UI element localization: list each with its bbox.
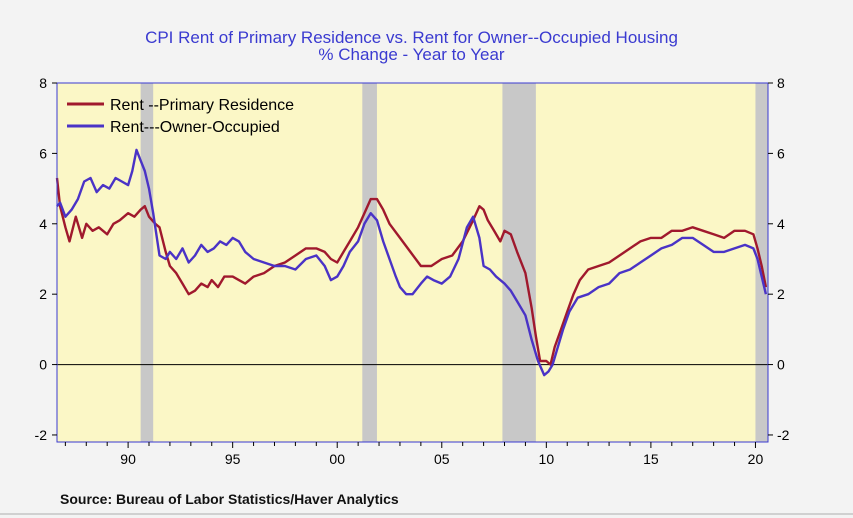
plot-border xyxy=(56,82,769,443)
x-tick-label: 00 xyxy=(329,451,345,467)
y-tick-label-right: 0 xyxy=(777,357,785,373)
plot-area xyxy=(57,83,768,442)
recession-band xyxy=(502,83,536,442)
y-tick-label-right: 8 xyxy=(777,75,785,91)
y-tick-label: 6 xyxy=(39,145,47,161)
y-tick-label: -2 xyxy=(35,427,48,443)
source-note: Source: Bureau of Labor Statistics/Haver… xyxy=(60,491,399,507)
series-line-1 xyxy=(55,177,768,366)
y-tick-label: 0 xyxy=(39,357,47,373)
chart-title: CPI Rent of Primary Residence vs. Rent f… xyxy=(145,28,678,47)
y-tick-label: 4 xyxy=(39,216,47,232)
series-layer xyxy=(55,148,768,377)
x-tick-label: 15 xyxy=(643,451,659,467)
x-tick-label: 95 xyxy=(225,451,241,467)
x-tick-label: 90 xyxy=(120,451,136,467)
axes: 8 86 64 42 20 0-2 -290 95 00 05 10 15 20 xyxy=(35,75,790,467)
legend: Rent --Primary Residence Rent---Owner-Occ… xyxy=(67,97,294,136)
y-tick-label: 8 xyxy=(39,75,47,91)
x-tick-label: 10 xyxy=(539,451,555,467)
x-tick-label: 20 xyxy=(748,451,764,467)
chart-subtitle: % Change - Year to Year xyxy=(318,45,505,64)
y-tick-label-right: 4 xyxy=(777,216,785,232)
legend-label: Rent --Primary Residence xyxy=(110,97,294,114)
y-tick-label-right: 6 xyxy=(777,145,785,161)
y-tick-label-right: -2 xyxy=(777,427,790,443)
y-tick-label: 2 xyxy=(39,286,47,302)
y-tick-label-right: 2 xyxy=(777,286,785,302)
bottom-divider xyxy=(0,513,853,515)
x-tick-label: 05 xyxy=(434,451,450,467)
recession-band xyxy=(140,83,154,442)
legend-label: Rent---Owner-Occupied xyxy=(110,119,280,136)
recession-band xyxy=(362,83,377,442)
series-line-2 xyxy=(56,148,768,377)
